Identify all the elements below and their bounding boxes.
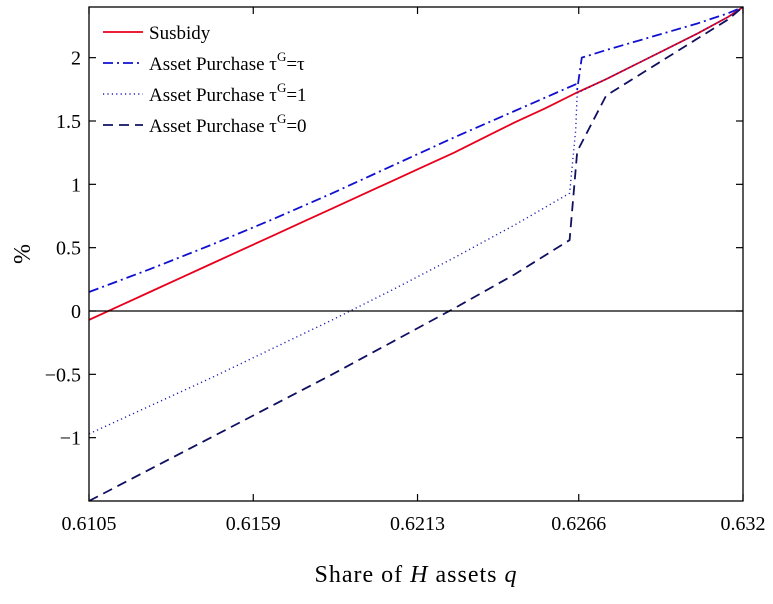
series-layer (89, 7, 743, 501)
series-line-2 (89, 7, 743, 293)
series-line-1 (89, 7, 743, 321)
x-tick-label-4: 0.6266 (551, 513, 606, 535)
legend-label-superscript: G (277, 80, 286, 95)
plot-area-frame (88, 6, 744, 502)
legend-label-main: Susbidy (149, 23, 211, 44)
y-tick-label-3: 0 (71, 301, 81, 323)
x-tick-label-5: 0.632 (721, 513, 766, 535)
x-axis-label-middle: assets (428, 562, 504, 588)
x-tick-label-3: 0.6213 (390, 513, 445, 535)
legend-label-suffix: =τ (286, 54, 305, 75)
legend-label-3: Asset Purchase τG=1 (149, 80, 307, 106)
legend-label-suffix: =0 (286, 116, 306, 137)
x-tick-label-2: 0.6159 (226, 513, 281, 535)
x-tick-label-1: 0.6105 (62, 513, 117, 535)
legend-label-suffix: =1 (286, 85, 306, 106)
y-tick-label-2: −0.5 (45, 364, 81, 386)
y-tick-label-6: 1.5 (56, 111, 81, 133)
x-axis-label: Share of H assets q (315, 562, 518, 588)
y-axis-label: % (10, 244, 36, 264)
series-line-4 (89, 7, 743, 501)
legend-label-2: Asset Purchase τG=τ (149, 49, 305, 75)
legend-label-superscript: G (277, 111, 286, 126)
legend-label-1: Susbidy (149, 23, 211, 44)
x-axis-label-variable-h: H (409, 562, 429, 588)
y-tick-label-7: 2 (71, 48, 81, 70)
x-axis-label-variable-q: q (504, 562, 517, 588)
axis-ticks: 0.6105 0.6159 0.6213 0.6266 0.632 −1 −0.5 0 0.5 1… (45, 7, 766, 535)
legend-label-main: Asset Purchase τ (149, 54, 277, 75)
y-tick-label-1: −1 (60, 428, 81, 450)
series-line-3 (89, 7, 743, 435)
y-tick-label-4: 0.5 (56, 238, 81, 260)
legend-label-4: Asset Purchase τG=0 (149, 111, 307, 137)
legend-label-main: Asset Purchase τ (149, 85, 277, 106)
legend-label-superscript: G (277, 49, 286, 64)
y-tick-label-5: 1 (71, 174, 81, 196)
x-axis-label-prefix: Share of (315, 562, 411, 588)
legend-label-main: Asset Purchase τ (149, 116, 277, 137)
